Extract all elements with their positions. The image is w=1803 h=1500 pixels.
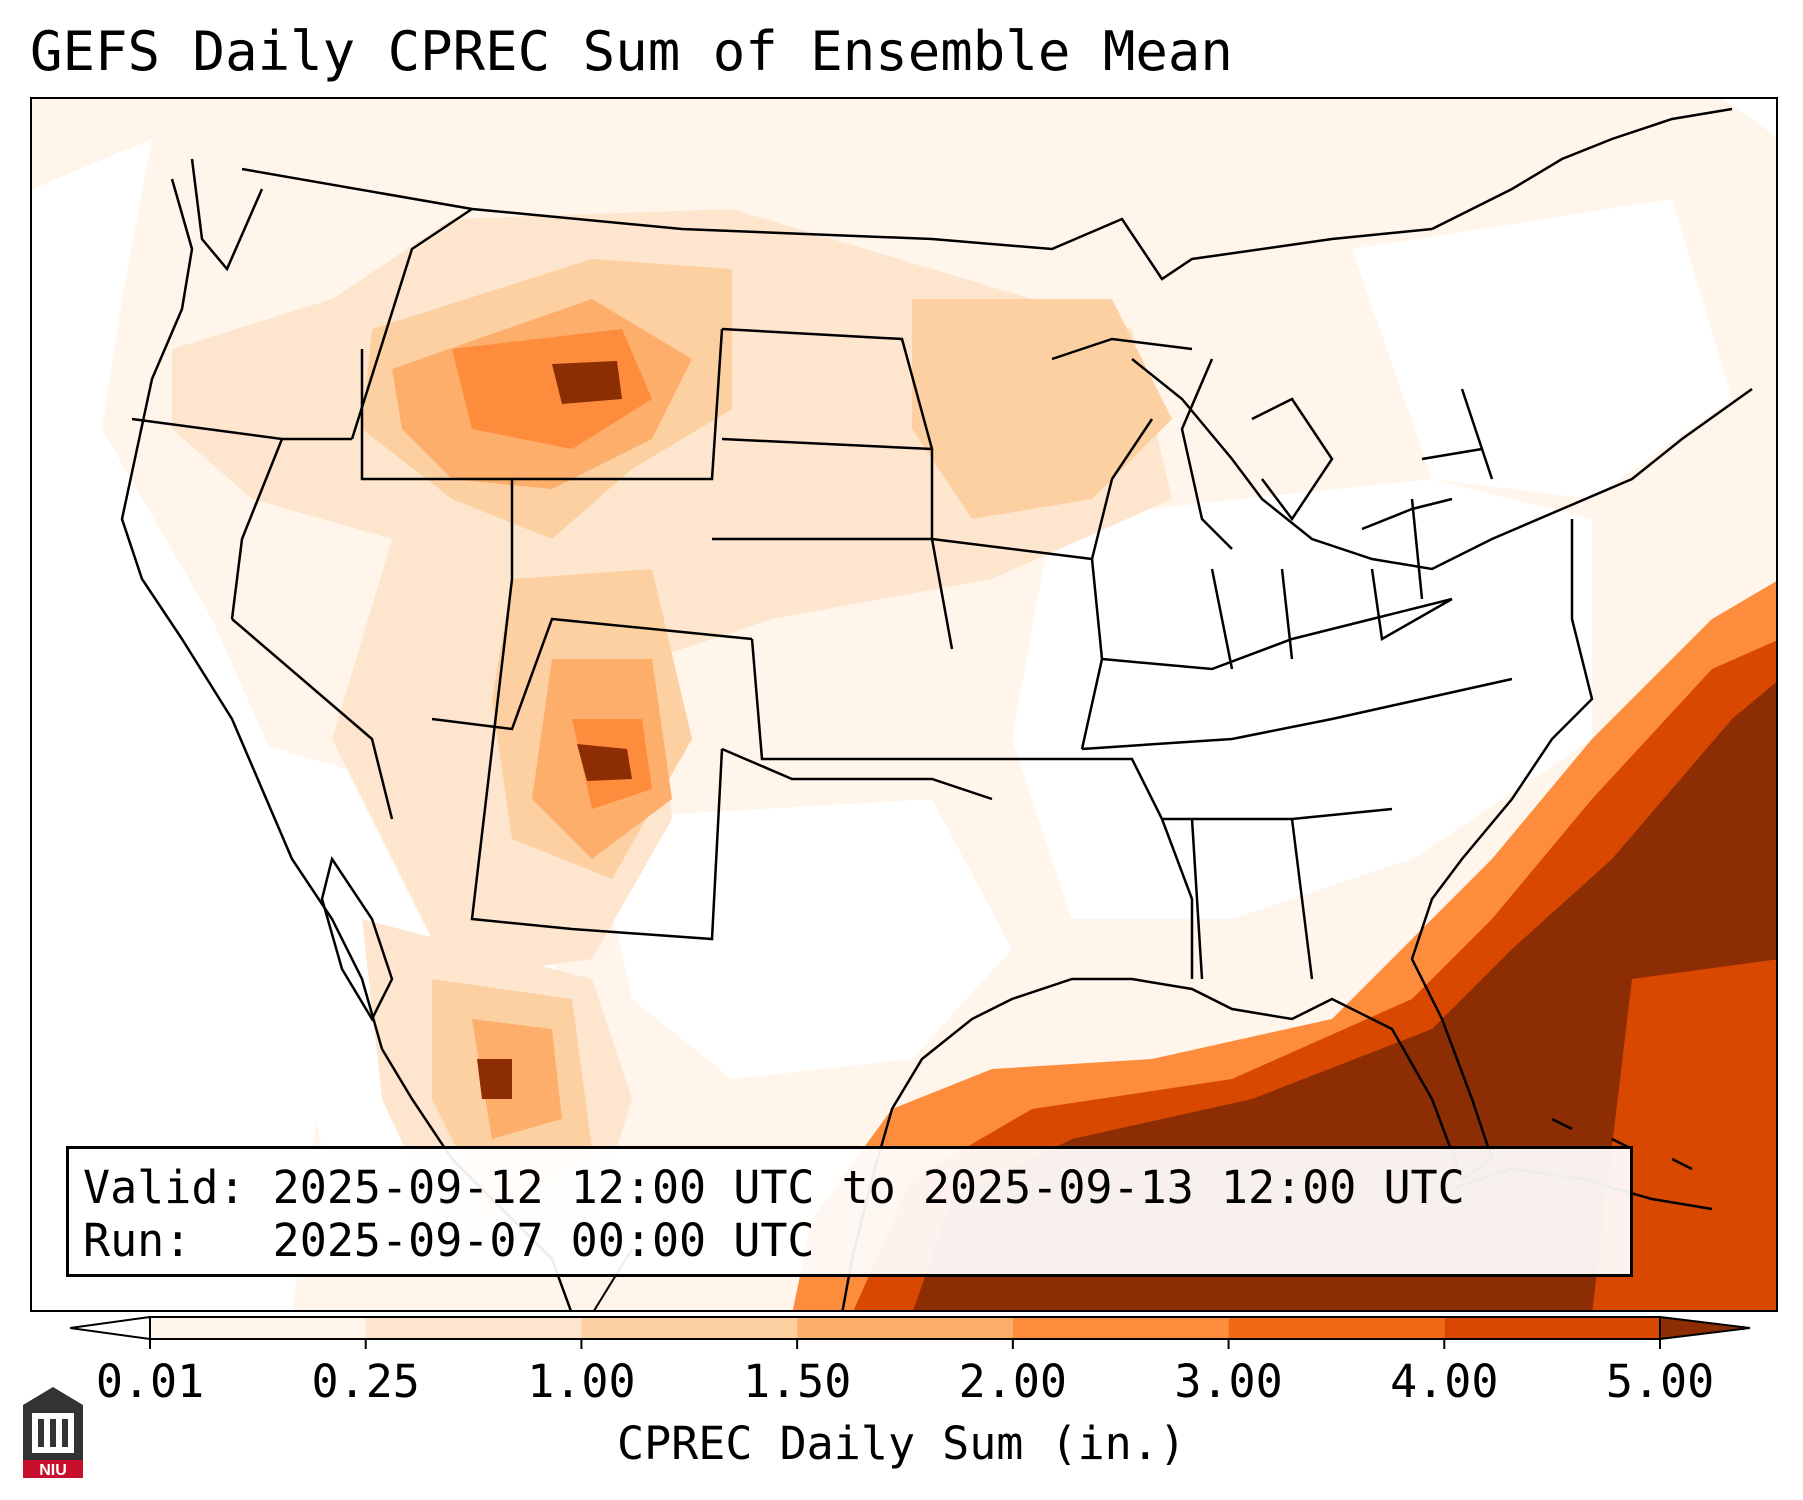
colorbar-over-arrow [1659,1315,1750,1341]
border-idaho [350,207,473,440]
border-nv-west [230,438,284,620]
colorbar-tick-label: 5.00 [1605,1355,1715,1408]
colorbar-tick-label: 1.00 [527,1355,636,1408]
precip-core-mexico [477,1059,512,1099]
run-value: 2025-09-07 00:00 UTC [272,1214,815,1267]
projection-corner [32,1259,162,1310]
map-canvas [32,99,1776,1310]
run-label: Run: [83,1214,192,1267]
border-nd-sd [721,437,933,451]
border-ohio-valley [1101,597,1453,671]
precip-core-colorado [577,744,632,781]
colorbar-label: CPREC Daily Sum (in.) [617,1417,1186,1470]
border-al-ga-south [1290,818,1314,980]
border-nm-az [470,578,724,941]
validity-info-box: Valid: 2025-09-12 12:00 UTC to 2025-09-1… [66,1146,1633,1277]
precip-band-3-mexico [472,1019,562,1139]
dry-region-west [32,139,332,1310]
border-ms-al [1190,818,1204,980]
canada-east-border [1431,107,1733,231]
border-pa-wv [1370,568,1453,641]
dry-region-northeast [1352,199,1732,499]
moderate-precip-midwest [912,299,1172,519]
east-gulf-coastline [841,519,1594,1310]
border-kansas-oklahoma [750,638,982,761]
colorbar-under-arrow [70,1315,151,1341]
colorbar-tick-label: 4.00 [1390,1355,1499,1408]
lake-michigan [1180,358,1233,550]
precip-core-montana [552,361,622,404]
border-wyoming [512,328,724,481]
valid-value: 2025-09-12 12:00 UTC to 2025-09-13 12:00… [272,1161,1465,1214]
valid-label: Valid: [83,1161,246,1214]
baja-peninsula [320,855,394,1022]
border-in-oh [1280,568,1294,660]
border-wisconsin [1090,418,1154,560]
svg-text:NIU: NIU [39,1462,67,1479]
border-tn-nc [1081,677,1513,751]
border-il-in [1210,568,1234,670]
colorbar-tick-label: 2.00 [958,1355,1068,1408]
puget-sound-coast [190,158,264,272]
border-ny-pa [1410,498,1424,600]
lake-erie [1361,497,1453,531]
border-new-england [1460,388,1494,480]
colorbar-segment [365,1317,582,1339]
great-lakes-northeast-coast [1131,358,1753,571]
dry-region-texas [592,799,1012,1079]
border-ok-tx [721,747,993,801]
precip-band-4-montana [452,329,652,449]
colorbar-outline [149,1316,1661,1340]
michigan-lower [1251,397,1334,522]
map-title: GEFS Daily CPREC Sum of Ensemble Mean [30,20,1233,83]
lake-superior [1051,337,1193,361]
colorbar-tick-label: 3.00 [1174,1355,1283,1408]
colorbar [70,1315,1750,1349]
border-dakotas [721,327,934,539]
colorbar-segment [581,1317,798,1339]
precipitation-map [30,97,1778,1312]
precip-band-caribbean [1592,959,1776,1310]
us-canada-border [241,167,1433,281]
colorbar-tick-label: 0.25 [311,1355,420,1408]
lake-ontario [1421,447,1483,461]
border-ia-mo [931,537,1104,750]
colorbar-segment [1444,1317,1660,1339]
colorbar-tick-label: 1.50 [742,1355,852,1408]
border-utah-colorado [431,617,753,731]
colorbar-segment [1228,1317,1445,1339]
colorbar-segment [797,1317,1013,1339]
colorbar-tick-label: 0.01 [95,1355,205,1408]
border-idaho-utah [360,349,514,579]
border-nv-south [231,618,394,820]
colorbar-segment [1012,1317,1229,1339]
niu-logo: NIU [23,1387,83,1479]
colorbar-segment [150,1317,366,1339]
